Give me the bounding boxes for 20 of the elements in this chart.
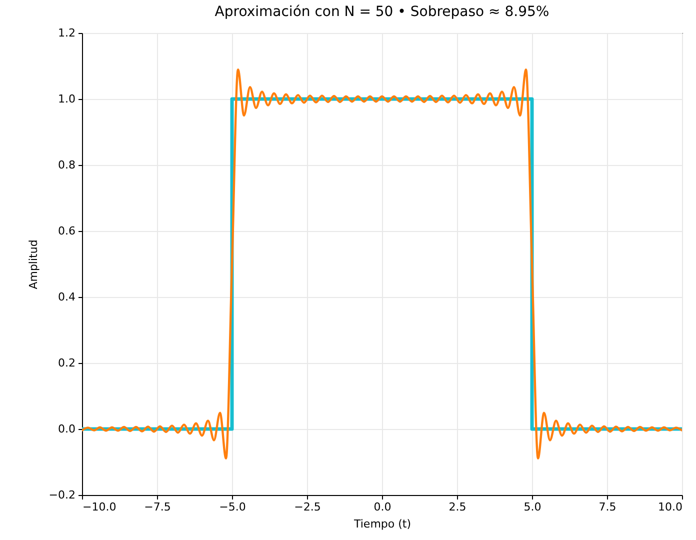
y-tick-label: 1.0 xyxy=(58,92,76,106)
x-tick-label: −5.0 xyxy=(219,500,246,514)
x-tick-label: −2.5 xyxy=(294,500,321,514)
x-tick-label: 7.5 xyxy=(598,500,616,514)
y-tick-label: 0.8 xyxy=(58,158,76,172)
chart-title: Aproximación con N = 50 • Sobrepaso ≈ 8.95% xyxy=(214,4,550,20)
x-tick-label: 0.0 xyxy=(374,500,392,514)
y-tick-label: 0.4 xyxy=(58,290,76,304)
y-tick-label: 0.6 xyxy=(58,224,76,238)
x-tick-label: 2.5 xyxy=(448,500,466,514)
x-tick-label: 10.0 xyxy=(658,500,682,514)
y-axis-title: Amplitud xyxy=(26,240,40,290)
y-tick-label: −0.2 xyxy=(48,488,76,502)
x-axis-title: Tiempo (t) xyxy=(352,518,412,530)
y-tick-label: 1.2 xyxy=(58,26,76,40)
y-tick-label: 0.0 xyxy=(58,422,76,436)
y-tick-label: 0.2 xyxy=(58,356,76,370)
x-tick-label: −7.5 xyxy=(144,500,171,514)
x-tick-label: 5.0 xyxy=(524,500,542,514)
x-tick-label: −10.0 xyxy=(82,500,116,514)
